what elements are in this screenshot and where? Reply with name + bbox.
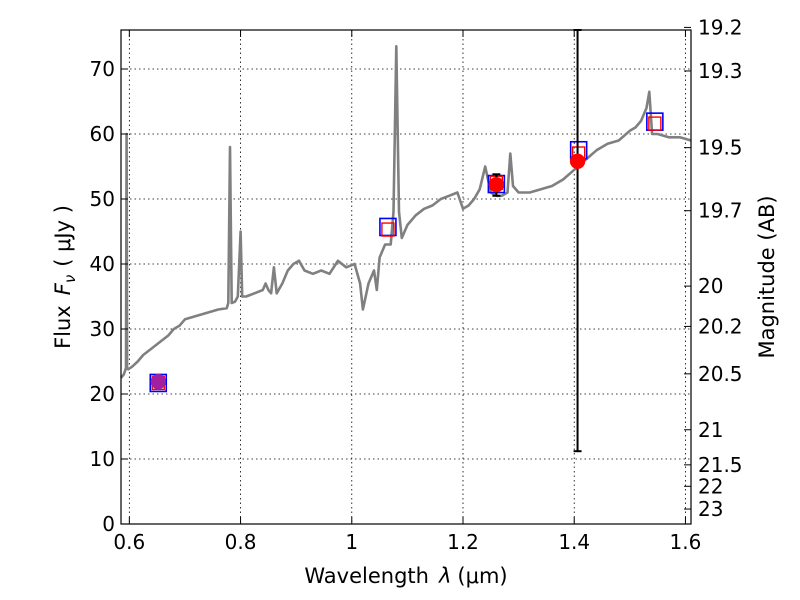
y-tick-label: 10 (90, 447, 115, 471)
x-tick-label: 0.8 (225, 530, 257, 554)
plot-background (121, 30, 691, 524)
spectrum-line (120, 44, 692, 379)
y2-tick-label: 20 (698, 274, 723, 298)
y2-tick-label: 21.5 (698, 453, 743, 477)
y-tick-label: 40 (90, 252, 115, 276)
y2-tick-label: 19.7 (698, 199, 743, 223)
x-tick-label: 1.4 (558, 530, 590, 554)
red-model-square (648, 116, 662, 131)
y2-tick-label: 23 (698, 497, 723, 521)
x-tick-label: 0.6 (113, 530, 145, 554)
y-tick-label: 60 (90, 122, 115, 146)
y2-tick-label: 19.5 (698, 136, 743, 160)
y2-tick-label: 19.3 (698, 59, 743, 83)
y-tick-label: 20 (90, 382, 115, 406)
y-axis-title: FluxFν( μJy ) (51, 205, 79, 349)
x-axis-title: Wavelength λ (μm) (304, 564, 507, 588)
plot-frame (120, 29, 692, 525)
y2-axis-title: Magnitude (AB) (755, 195, 779, 358)
red-model-square (381, 222, 395, 237)
y2-tick-label: 22 (698, 474, 723, 498)
observation-point (569, 153, 586, 170)
y-tick-label: 30 (90, 317, 115, 341)
y-tick-label: 70 (90, 57, 115, 81)
observation-points (150, 153, 586, 390)
y2-tick-label: 20.5 (698, 362, 743, 386)
x-tick-label: 1.2 (447, 530, 479, 554)
observation-point (488, 176, 505, 193)
y2-tick-label: 19.2 (698, 15, 743, 39)
y-tick-label: 0 (102, 512, 115, 536)
y-tick-label: 50 (90, 187, 115, 211)
observation-point (150, 373, 167, 390)
x-tick-label: 1 (345, 530, 358, 554)
y2-tick-label: 20.2 (698, 314, 743, 338)
axis-ticks: 0.6 0.8 1 1.2 1.4 1.6 0 10 20 30 40 50 60 70 19.2 19.3 1… (90, 15, 743, 554)
y2-tick-label: 21 (698, 418, 723, 442)
x-tick-label: 1.6 (670, 530, 702, 554)
